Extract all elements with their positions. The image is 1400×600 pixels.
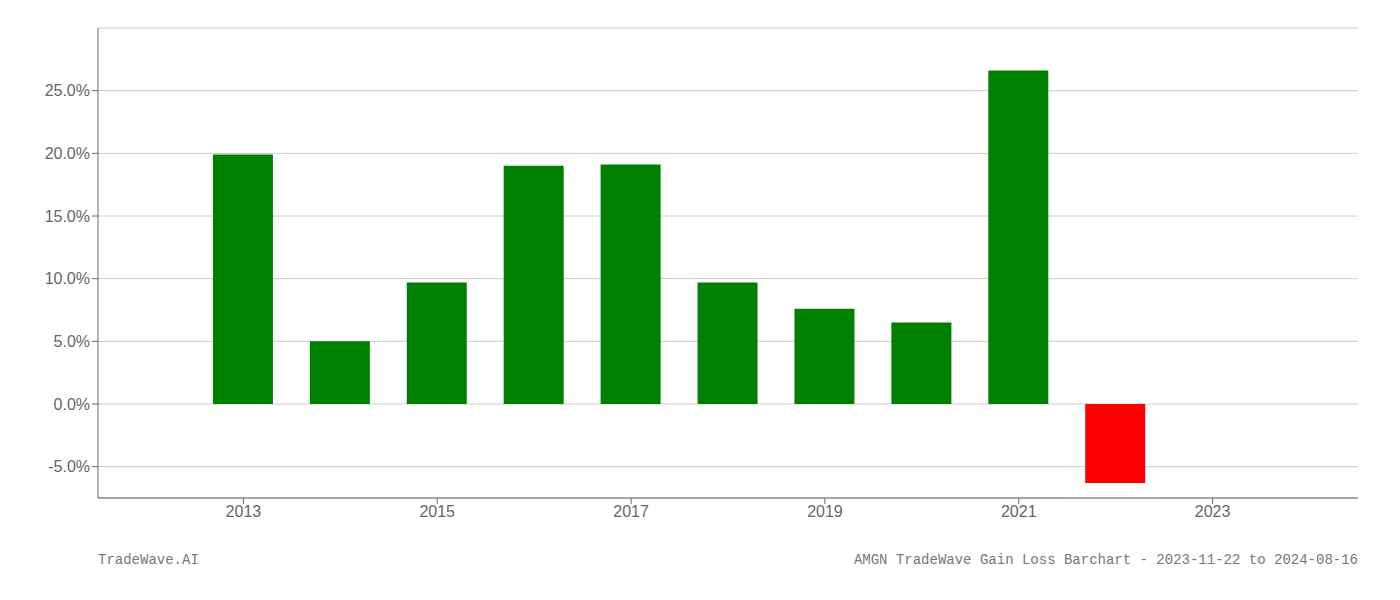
html-text:TradeWave.AI: TradeWave.AI: [98, 552, 199, 568]
svg-text:2015: 2015: [419, 503, 455, 520]
svg-text:5.0%: 5.0%: [54, 333, 90, 350]
svg-text:20.0%: 20.0%: [45, 145, 90, 162]
svg-text:2019: 2019: [807, 503, 843, 520]
svg-text:0.0%: 0.0%: [54, 396, 90, 413]
html-text:AMGN TradeWave Gain Loss Barch: AMGN TradeWave Gain Loss Barchart - 2023…: [853, 552, 1358, 568]
svg-text:10.0%: 10.0%: [45, 270, 90, 287]
svg-text:2023: 2023: [1195, 503, 1231, 520]
svg-text:15.0%: 15.0%: [45, 208, 90, 225]
svg-text:-5.0%: -5.0%: [48, 458, 90, 475]
svg-text:25.0%: 25.0%: [45, 82, 90, 99]
svg-text:2013: 2013: [226, 503, 262, 520]
svg-text:2021: 2021: [1001, 503, 1037, 520]
svg-text:2017: 2017: [613, 503, 649, 520]
